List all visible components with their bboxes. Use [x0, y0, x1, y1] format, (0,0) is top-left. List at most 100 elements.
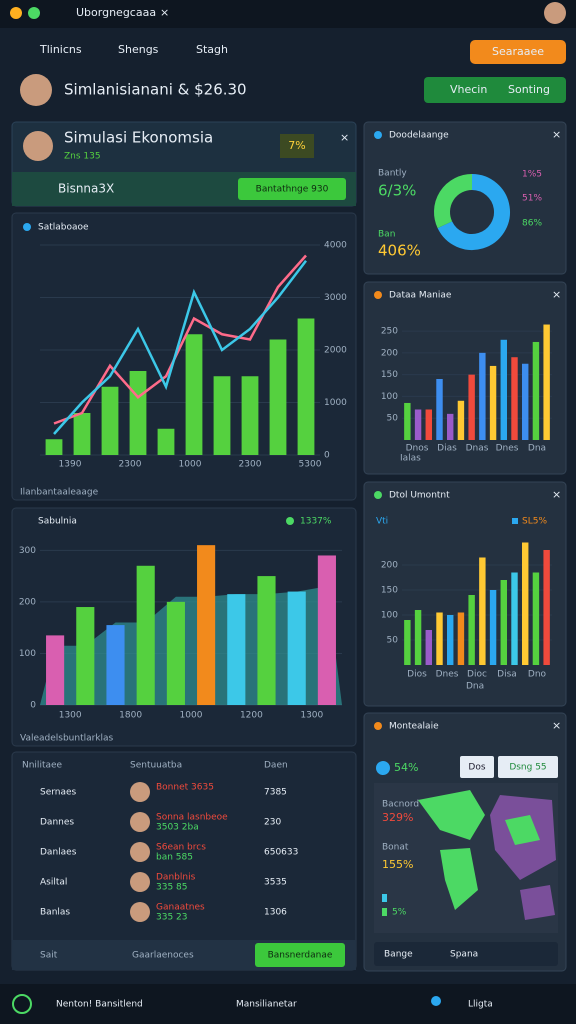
- close[interactable]: ×: [160, 6, 169, 19]
- donut-segment: [437, 174, 510, 250]
- row-name: Sernaes: [40, 788, 77, 798]
- bar: [73, 413, 91, 455]
- panel-title: Dataa Maniae: [389, 291, 452, 301]
- close[interactable]: ×: [552, 128, 561, 141]
- tab-title[interactable]: Uborgnegcaaa: [76, 6, 156, 19]
- select-text[interactable]: Bange: [384, 950, 413, 960]
- bar: [404, 402, 411, 440]
- panel-footer: Ilanbantaaleaage: [20, 488, 99, 498]
- summary-title: Simlanisianani & $26.30: [64, 81, 247, 99]
- x-tick-label: Dnos: [406, 444, 429, 454]
- badge: 1337%: [300, 517, 332, 527]
- y-tick-label: 250: [381, 327, 398, 337]
- icon[interactable]: [12, 994, 32, 1014]
- icon: [374, 131, 382, 139]
- bar: [511, 572, 518, 665]
- x-tick-label: Dna: [528, 444, 546, 454]
- select-text[interactable]: Spana: [450, 950, 478, 960]
- bar: [457, 400, 465, 440]
- row-detail: 335 23: [156, 913, 188, 923]
- nav-item[interactable]: Shengs: [118, 43, 159, 56]
- subtitle: Zns 135: [64, 152, 101, 162]
- footer-text: Dna: [466, 682, 484, 692]
- x-tick-label: 1300: [300, 711, 323, 721]
- nav-item[interactable]: Lligta: [468, 1000, 493, 1010]
- button-label[interactable]: Bantathnge 930: [256, 185, 329, 195]
- nav-item[interactable]: Stagh: [196, 43, 228, 56]
- avatar[interactable]: [544, 2, 566, 24]
- close[interactable]: ×: [552, 288, 561, 301]
- bar: [425, 409, 432, 440]
- y-tick-label: 200: [381, 348, 398, 358]
- button-label[interactable]: Vhecin: [450, 83, 487, 96]
- bar: [522, 363, 529, 440]
- nav-item[interactable]: Mansilianetar: [236, 1000, 297, 1010]
- nav-item[interactable]: Nenton! Bansitlend: [56, 1000, 143, 1010]
- x-tick-label: Dias: [437, 444, 457, 454]
- map-label: Bacnord: [382, 800, 419, 810]
- bar: [522, 542, 529, 665]
- icon[interactable]: [431, 996, 441, 1006]
- x-tick-label: 1800: [119, 711, 142, 721]
- x-tick-label: 1000: [179, 460, 202, 470]
- avatar: [23, 131, 53, 161]
- nav-item[interactable]: Tlinicns: [39, 43, 82, 56]
- search-button[interactable]: [470, 40, 566, 64]
- y-tick-label: 0: [30, 701, 36, 711]
- column-header: Daen: [264, 761, 288, 771]
- bar: [447, 413, 454, 440]
- bar: [500, 580, 507, 665]
- button-label[interactable]: Dos: [468, 763, 485, 773]
- bar: [532, 572, 540, 665]
- row-detail: S6ean brcs: [156, 843, 206, 853]
- bar: [287, 591, 306, 705]
- button[interactable]: [460, 756, 494, 778]
- bar: [543, 550, 550, 665]
- icon: [376, 761, 390, 775]
- button[interactable]: [238, 178, 346, 200]
- button-label[interactable]: Searaaee: [492, 45, 544, 58]
- label: Bisnna3X: [58, 182, 114, 196]
- bar: [457, 612, 465, 665]
- panel-title: Satlaboaoe: [38, 223, 89, 233]
- bar: [227, 594, 246, 705]
- button[interactable]: [255, 943, 345, 967]
- x-tick-label: 1300: [59, 711, 82, 721]
- donut-label: 86%: [522, 219, 542, 229]
- button-label[interactable]: Dsng 55: [509, 763, 546, 773]
- button-group[interactable]: [424, 77, 566, 103]
- x-tick-label: Dnas: [466, 444, 489, 454]
- icon: [374, 491, 382, 499]
- donut-label: 6/3%: [378, 182, 416, 200]
- bar: [425, 630, 432, 665]
- bar: [447, 615, 454, 665]
- avatar: [20, 74, 52, 106]
- x-tick-label: 5300: [299, 460, 322, 470]
- button[interactable]: [498, 756, 558, 778]
- legend-swatch: [382, 894, 387, 902]
- row-detail: Bonnet 3635: [156, 783, 214, 793]
- bar: [317, 555, 336, 705]
- footer-text: Ialas: [400, 454, 421, 464]
- x-tick-label: 1200: [240, 711, 263, 721]
- legend-item: Vti: [376, 517, 388, 527]
- y-tick-label: 200: [381, 561, 398, 571]
- footer-text: Sait: [40, 951, 58, 961]
- bar: [197, 545, 216, 705]
- button-label[interactable]: Bansnerdanae: [268, 951, 333, 961]
- y-tick-label: 1000: [324, 398, 347, 408]
- button-label[interactable]: Sonting: [508, 83, 550, 96]
- badge-text: 7%: [288, 139, 305, 152]
- y-tick-label: 100: [19, 649, 36, 659]
- close[interactable]: ×: [552, 719, 561, 732]
- close[interactable]: ×: [552, 488, 561, 501]
- bar: [414, 409, 422, 440]
- row-value: 7385: [264, 788, 287, 798]
- close[interactable]: ×: [340, 131, 349, 144]
- footer-text: Gaarlaenoces: [132, 951, 194, 961]
- bar: [297, 318, 315, 455]
- bar: [436, 379, 443, 440]
- row-name: Banlas: [40, 908, 70, 918]
- x-tick-label: 2300: [119, 460, 142, 470]
- select[interactable]: [374, 942, 558, 966]
